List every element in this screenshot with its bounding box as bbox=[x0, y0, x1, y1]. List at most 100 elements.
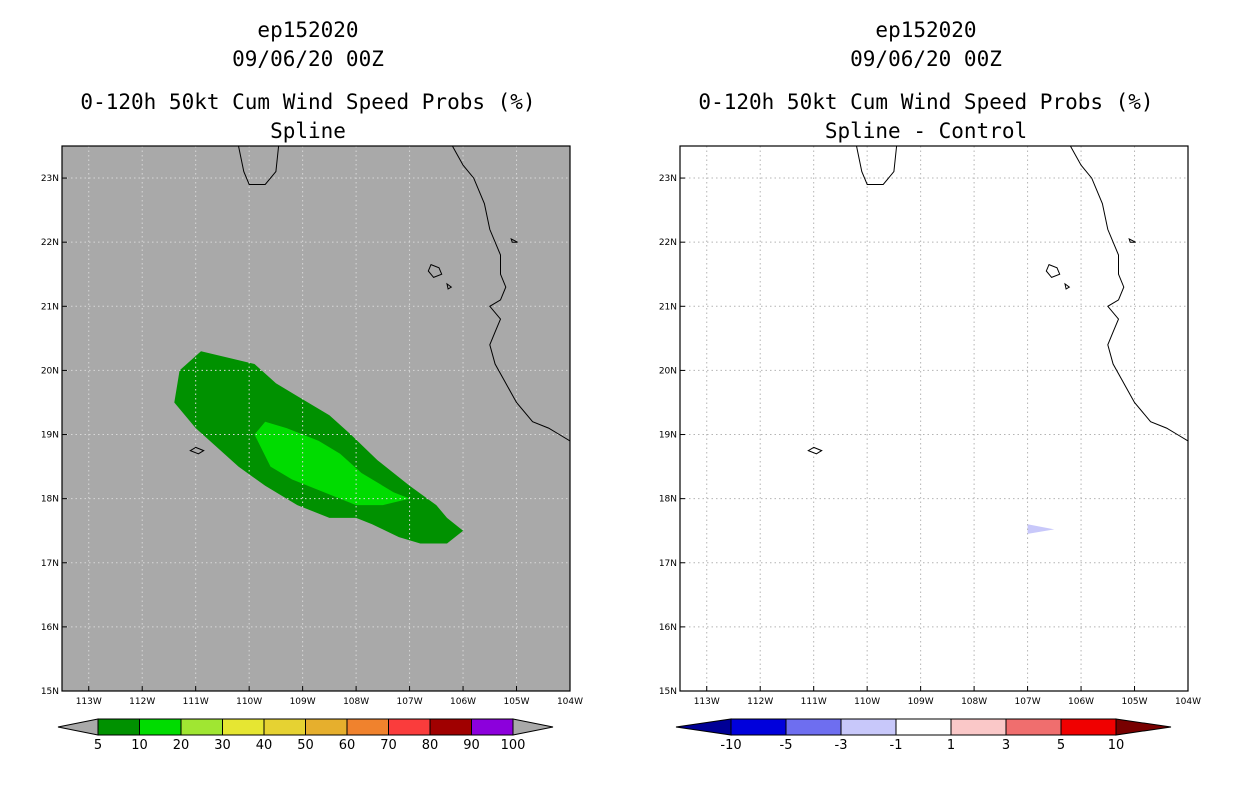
y-tick-label: 20N bbox=[41, 366, 59, 376]
island-outline bbox=[510, 238, 518, 243]
colorbar-swatch bbox=[730, 718, 787, 736]
colorbar-swatch bbox=[263, 718, 306, 736]
y-tick-label: 15N bbox=[41, 687, 59, 697]
island-outline bbox=[1045, 263, 1061, 278]
colorbar-swatch bbox=[785, 718, 842, 736]
colorbar-label: -10 bbox=[720, 738, 741, 753]
colorbar-label: 20 bbox=[173, 738, 190, 753]
colorbar-end-low bbox=[675, 718, 732, 736]
colorbar-swatch bbox=[388, 718, 431, 736]
colorbar-label: 1 bbox=[947, 738, 955, 753]
colorbar-label: 90 bbox=[463, 738, 480, 753]
plot-frame bbox=[679, 145, 1189, 692]
island-outline bbox=[807, 446, 823, 455]
y-tick-label: 22N bbox=[41, 238, 59, 248]
x-tick-label: 106W bbox=[450, 697, 476, 707]
y-tick-label: 17N bbox=[41, 559, 59, 569]
colorbar-label: -1 bbox=[890, 738, 903, 753]
x-tick-label: 105W bbox=[503, 697, 529, 707]
coastline-baja bbox=[856, 146, 898, 185]
colorbar-swatch bbox=[97, 718, 140, 736]
y-tick-label: 17N bbox=[659, 559, 677, 569]
colorbar-label: 5 bbox=[1057, 738, 1065, 753]
y-tick-label: 20N bbox=[659, 366, 677, 376]
right-title-method: Spline - Control bbox=[824, 119, 1028, 143]
left-title-date: 09/06/20 00Z bbox=[232, 47, 384, 71]
colorbar-swatch bbox=[429, 718, 472, 736]
y-tick-label: 21N bbox=[659, 302, 677, 312]
left-title-storm: ep152020 bbox=[257, 18, 359, 42]
x-tick-label: 110W bbox=[236, 697, 262, 707]
colorbar-swatch bbox=[222, 718, 265, 736]
colorbar-end-high bbox=[512, 718, 554, 736]
right-title-product: 0-120h 50kt Cum Wind Speed Probs (%) bbox=[698, 90, 1154, 114]
x-tick-label: 108W bbox=[343, 697, 369, 707]
x-tick-label: 111W bbox=[183, 697, 209, 707]
colorbar: -10 -5 -3 -1 1 3 5 10 bbox=[675, 718, 1172, 753]
colorbar-swatch bbox=[139, 718, 182, 736]
panel-difference: 113W 112W 111W 110W 109W 108W 107W 106W 105W 104W… bbox=[659, 145, 1201, 753]
y-tick-label: 23N bbox=[41, 174, 59, 184]
island-outline bbox=[446, 282, 453, 290]
x-tick-label: 109W bbox=[908, 697, 934, 707]
colorbar-swatch bbox=[1005, 718, 1062, 736]
contour-fill--3 to -1 bbox=[1027, 524, 1055, 534]
colorbar-swatch bbox=[1060, 718, 1117, 736]
colorbar-label: 30 bbox=[214, 738, 231, 753]
colorbar-label: 50 bbox=[297, 738, 314, 753]
colorbar-label: 70 bbox=[380, 738, 397, 753]
plot-area bbox=[680, 146, 1188, 691]
colorbar-end-high bbox=[1115, 718, 1172, 736]
x-tick-label: 107W bbox=[397, 697, 423, 707]
colorbar-swatch bbox=[346, 718, 389, 736]
colorbar-label: 80 bbox=[422, 738, 439, 753]
left-title-method: Spline bbox=[270, 119, 346, 143]
right-title: ep152020 09/06/20 00Z 0-120h 50kt Cum Wi… bbox=[666, 16, 1186, 146]
y-tick-label: 15N bbox=[659, 687, 677, 697]
left-title-product: 0-120h 50kt Cum Wind Speed Probs (%) bbox=[80, 90, 536, 114]
x-tick-label: 104W bbox=[557, 697, 583, 707]
x-tick-label: 112W bbox=[747, 697, 773, 707]
island-outline bbox=[1064, 282, 1071, 290]
contour-fill-10-20 bbox=[254, 421, 410, 506]
y-tick-label: 16N bbox=[41, 623, 59, 633]
plot-area bbox=[62, 146, 570, 691]
colorbar-label: 10 bbox=[1108, 738, 1125, 753]
x-tick-label: 110W bbox=[854, 697, 880, 707]
x-tick-label: 105W bbox=[1121, 697, 1147, 707]
y-tick-label: 18N bbox=[41, 495, 59, 505]
coastline-mainland bbox=[451, 146, 570, 442]
right-title-date: 09/06/20 00Z bbox=[850, 47, 1002, 71]
x-tick-label: 104W bbox=[1175, 697, 1201, 707]
coastline-mainland bbox=[1069, 146, 1188, 442]
colorbar-label: 3 bbox=[1002, 738, 1010, 753]
y-tick-label: 23N bbox=[659, 174, 677, 184]
x-tick-label: 107W bbox=[1015, 697, 1041, 707]
colorbar-swatch bbox=[895, 718, 952, 736]
right-title-storm: ep152020 bbox=[875, 18, 977, 42]
x-tick-label: 111W bbox=[801, 697, 827, 707]
colorbar-label: 100 bbox=[501, 738, 526, 753]
colorbar-swatch bbox=[305, 718, 348, 736]
y-tick-label: 19N bbox=[659, 431, 677, 441]
plot-frame bbox=[61, 145, 571, 692]
colorbar-end-low bbox=[57, 718, 99, 736]
colorbar-swatch bbox=[950, 718, 1007, 736]
colorbar-swatch bbox=[471, 718, 514, 736]
y-tick-label: 16N bbox=[659, 623, 677, 633]
colorbar-label: -3 bbox=[835, 738, 848, 753]
colorbar-swatch bbox=[180, 718, 223, 736]
colorbar: 5 10 20 30 40 50 60 70 80 90 100 bbox=[57, 718, 554, 753]
panel-spline: 113W 112W 111W 110W 109W 108W 107W 106W 105W 104W… bbox=[41, 145, 583, 753]
colorbar-label: -5 bbox=[780, 738, 793, 753]
x-tick-label: 112W bbox=[129, 697, 155, 707]
island-outline bbox=[189, 446, 205, 455]
y-tick-label: 21N bbox=[41, 302, 59, 312]
island-outline bbox=[427, 263, 443, 278]
y-tick-label: 19N bbox=[41, 431, 59, 441]
x-tick-label: 113W bbox=[76, 697, 102, 707]
colorbar-label: 40 bbox=[256, 738, 273, 753]
island-outline bbox=[1128, 238, 1136, 243]
x-tick-label: 109W bbox=[290, 697, 316, 707]
